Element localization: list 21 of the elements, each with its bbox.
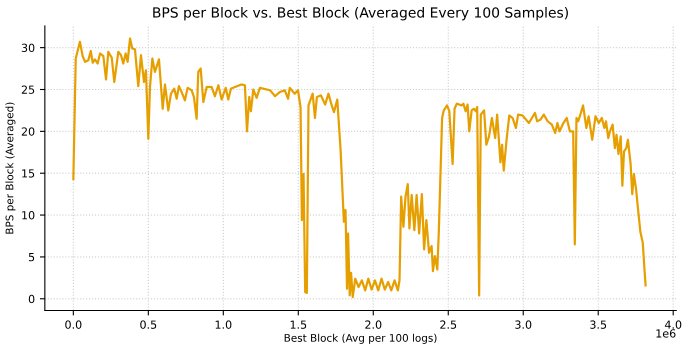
x-tick-label: 4.0 [664,320,682,329]
x-tick-label: 1.0 [216,320,232,329]
x-tick-label: 0.5 [140,320,156,329]
x-tick-label: 3.0 [515,320,532,329]
y-tick-label: 5 [28,253,34,262]
x-tick-label: 3.5 [590,320,606,329]
x-tick-label: 2.5 [440,320,456,329]
x-axis-title: Best Block (Avg per 100 logs) [284,334,436,344]
y-tick-label: 0 [28,294,34,304]
line-series [72,37,647,298]
x-tick-label: 1.5 [290,320,306,329]
text: 1e6 [656,329,676,338]
y-tick-label: 30 [22,44,34,52]
y-tick-label: 15 [22,169,34,178]
x-tick-label: 2.0 [365,320,382,329]
y-axis-title: BPS per Block (Averaged) [5,102,16,234]
y-tick-label: 10 [22,211,34,220]
y-tick-label: 25 [22,85,34,94]
x-tick-label: 0.0 [65,320,82,329]
y-tick-label: 20 [22,127,34,136]
chart-title: BPS per Block vs. Best Block (Averaged Every 100 Samples) [153,6,568,20]
